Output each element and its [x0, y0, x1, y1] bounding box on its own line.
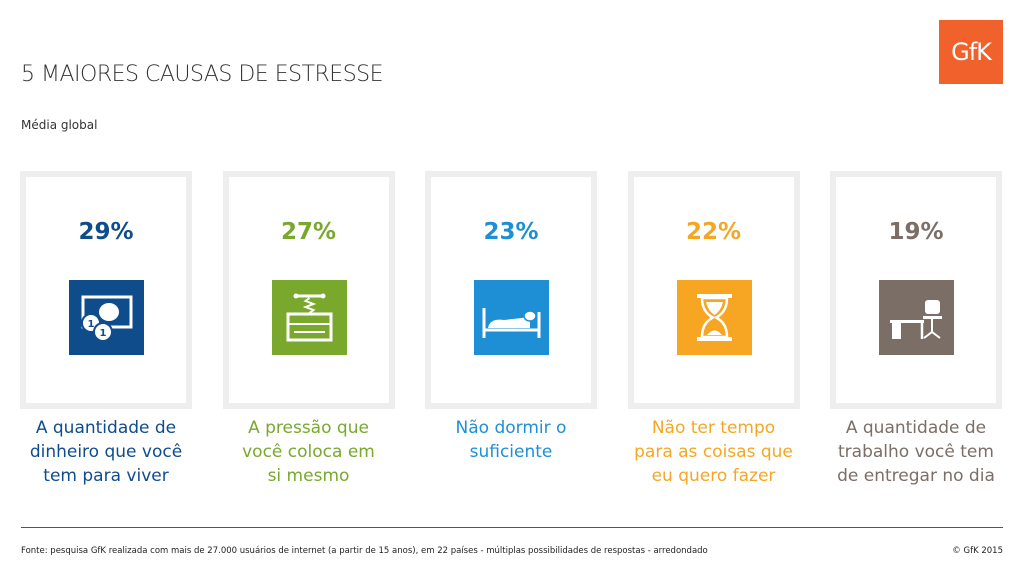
stress-card-5: 19% [830, 171, 1002, 409]
percentage-value: 27% [280, 219, 337, 245]
cause-label: A pressão que você coloca em si mesmo [242, 418, 375, 486]
press-icon [271, 280, 347, 355]
gfk-logo: GfK [939, 20, 1003, 84]
cause-label: A quantidade de dinheiro que você tem pa… [29, 418, 183, 486]
source-note: Fonte: pesquisa GfK realizada com mais d… [21, 546, 708, 556]
cause-label: A quantidade de trabalho você tem de ent… [837, 418, 995, 486]
stress-card-4: 22% [627, 171, 800, 409]
stress-card-2: 27% [222, 171, 395, 409]
money-icon: 1 1 [69, 280, 144, 355]
cause-label: Não ter tempo para as coisas que eu quer… [634, 418, 793, 486]
stress-card-3: 23% [425, 171, 597, 409]
footer-divider [21, 527, 1003, 528]
percentage-value: 29% [78, 219, 134, 245]
cause-label: Não dormir o suficiente [455, 418, 567, 462]
svg-text:1: 1 [100, 328, 107, 339]
page-subtitle: Média global [21, 118, 98, 132]
percentage-value: 19% [888, 219, 944, 245]
hourglass-icon [676, 280, 752, 355]
svg-text:1: 1 [88, 319, 95, 330]
desk-icon [879, 280, 954, 355]
page-title: 5 MAIORES CAUSAS DE ESTRESSE [21, 62, 384, 87]
bed-icon [474, 280, 549, 355]
logo-text: GfK [951, 38, 992, 66]
percentage-value: 23% [483, 219, 539, 245]
stress-card-1: 29% 1 1 [20, 171, 192, 409]
percentage-value: 22% [685, 219, 742, 245]
copyright: © GfK 2015 [952, 546, 1003, 556]
